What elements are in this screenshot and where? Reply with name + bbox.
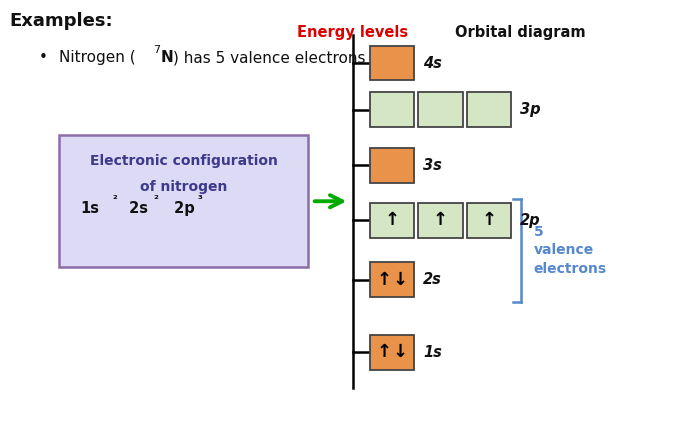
Text: Examples:: Examples: (10, 12, 113, 30)
FancyBboxPatch shape (370, 203, 414, 238)
Text: 3p: 3p (520, 102, 540, 117)
Text: 3s: 3s (423, 158, 442, 172)
FancyBboxPatch shape (370, 335, 414, 370)
Text: •: • (39, 50, 48, 65)
Text: 2s: 2s (124, 201, 148, 216)
Text: 2p: 2p (169, 201, 195, 216)
Text: 4s: 4s (423, 56, 442, 71)
Text: 5
valence
electrons: 5 valence electrons (534, 225, 607, 276)
Text: 1s: 1s (423, 345, 442, 360)
Text: 2s: 2s (423, 272, 442, 288)
Text: ↓: ↓ (393, 271, 408, 289)
FancyBboxPatch shape (466, 92, 511, 127)
FancyBboxPatch shape (466, 203, 511, 238)
Text: Energy levels: Energy levels (297, 25, 408, 40)
FancyBboxPatch shape (60, 135, 308, 267)
Text: N: N (161, 50, 174, 65)
Text: ³: ³ (198, 196, 203, 205)
Text: Electronic configuration: Electronic configuration (90, 155, 278, 169)
Text: of nitrogen: of nitrogen (140, 180, 227, 194)
Text: Nitrogen (: Nitrogen ( (60, 50, 136, 65)
Text: ²: ² (109, 196, 118, 205)
FancyBboxPatch shape (419, 203, 462, 238)
FancyBboxPatch shape (370, 92, 414, 127)
Text: ↓: ↓ (393, 343, 408, 361)
FancyBboxPatch shape (370, 148, 414, 182)
Text: ↑: ↑ (384, 211, 399, 229)
Text: ↑: ↑ (433, 211, 448, 229)
Text: ²: ² (153, 196, 158, 205)
Text: ↑: ↑ (482, 211, 497, 229)
FancyBboxPatch shape (419, 92, 462, 127)
FancyBboxPatch shape (370, 262, 414, 297)
Text: 1s: 1s (80, 201, 99, 216)
Text: 2p: 2p (520, 213, 540, 228)
Text: 7: 7 (153, 45, 160, 55)
Text: ↑: ↑ (376, 271, 391, 289)
FancyBboxPatch shape (370, 46, 414, 80)
Text: ) has 5 valence electrons: ) has 5 valence electrons (173, 50, 366, 65)
Text: Orbital diagram: Orbital diagram (455, 25, 585, 40)
Text: ↑: ↑ (376, 343, 391, 361)
